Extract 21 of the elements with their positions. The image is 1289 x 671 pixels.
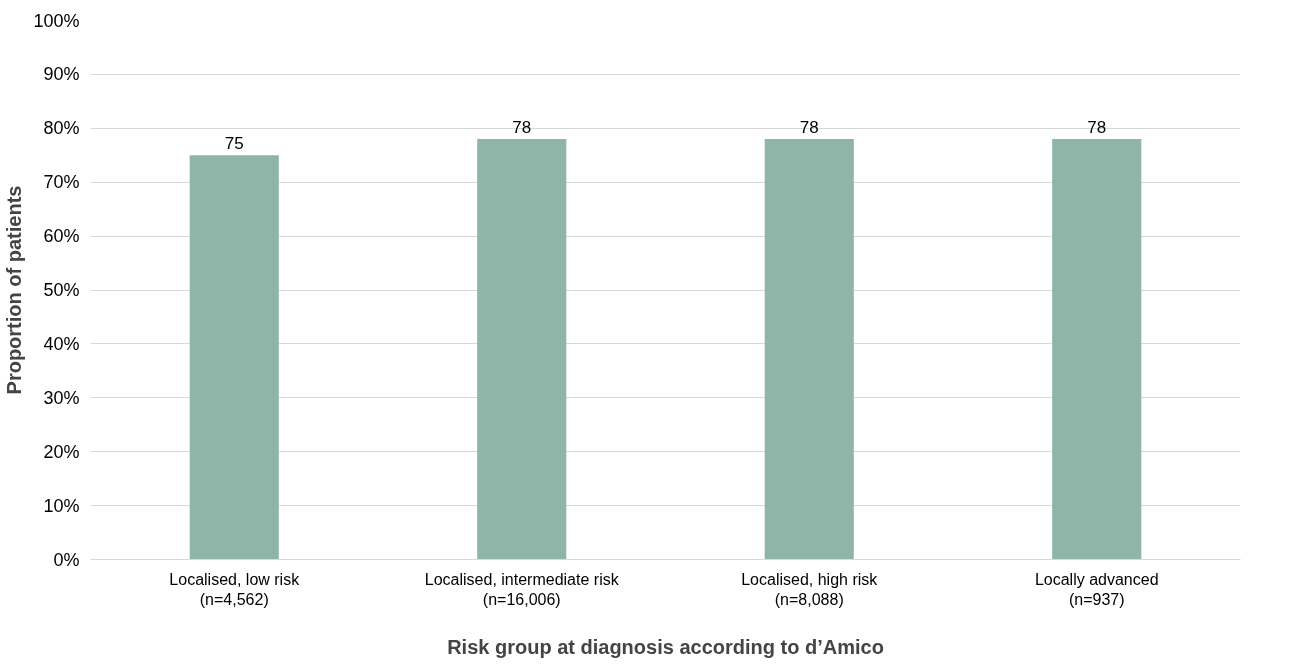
y-tick-label: 70% — [43, 172, 80, 193]
x-tick-label: Localised, intermediate risk (n=16,006) — [424, 570, 620, 608]
y-tick-label: 60% — [43, 226, 80, 247]
y-tick-label: 30% — [43, 387, 80, 408]
y-tick-label: 20% — [43, 441, 80, 462]
y-tick-label: 0% — [53, 549, 80, 570]
x-axis-title: Risk group at diagnosis according to d’Amico — [447, 635, 884, 658]
y-tick-label: 80% — [43, 118, 80, 139]
data-label: 78 — [1087, 118, 1107, 138]
y-tick-label: 90% — [43, 64, 80, 85]
x-tick-label: Locally advanced (n=937) — [1034, 570, 1159, 608]
y-tick-label: 50% — [43, 280, 80, 300]
y-tick-label: 10% — [43, 495, 80, 516]
x-tick-label: Localised, low risk (n=4,562) — [169, 570, 301, 608]
data-label: 78 — [799, 118, 819, 138]
y-axis-title: Proportion of patients — [3, 185, 26, 395]
x-tick-label: Localised, high risk (n=8,088) — [741, 570, 879, 608]
y-tick-label: 100% — [33, 10, 80, 31]
data-label: 75 — [224, 134, 244, 154]
data-label: 78 — [512, 118, 532, 138]
y-tick-label: 40% — [43, 333, 80, 354]
